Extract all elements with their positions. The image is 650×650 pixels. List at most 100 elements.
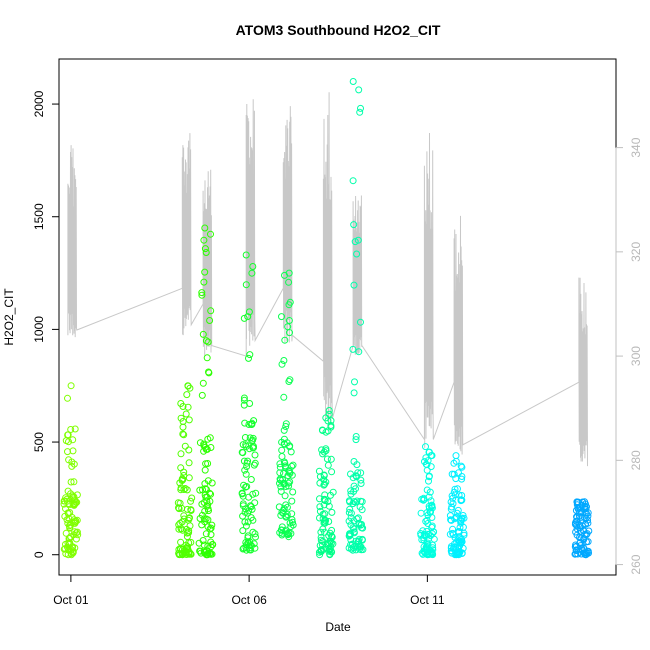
data-point xyxy=(318,446,326,454)
data-point xyxy=(321,518,329,526)
data-point xyxy=(208,479,216,487)
data-point xyxy=(324,461,332,469)
data-point xyxy=(452,475,460,483)
y-tick-label: 1500 xyxy=(32,203,46,230)
x-tick-label: Oct 01 xyxy=(53,593,89,607)
data-point xyxy=(278,360,286,368)
data-point xyxy=(180,431,188,439)
data-point xyxy=(449,494,457,502)
data-point xyxy=(423,542,431,550)
data-point xyxy=(355,86,363,94)
data-point xyxy=(349,524,357,532)
data-point xyxy=(288,516,296,524)
data-point xyxy=(457,496,465,504)
data-point xyxy=(316,503,324,511)
data-point xyxy=(447,516,455,524)
data-point xyxy=(289,488,297,496)
data-point xyxy=(251,499,259,507)
data-point xyxy=(455,469,462,477)
data-point xyxy=(240,481,248,489)
data-point xyxy=(358,520,365,528)
data-point xyxy=(61,497,69,505)
data-point xyxy=(280,470,287,477)
data-point xyxy=(240,396,248,404)
data-point xyxy=(249,263,257,270)
data-point xyxy=(69,492,77,500)
data-point xyxy=(202,530,210,538)
data-point xyxy=(62,494,70,502)
data-point xyxy=(430,528,438,536)
data-point xyxy=(278,523,286,531)
data-point xyxy=(240,314,248,322)
data-point xyxy=(198,289,206,297)
data-point xyxy=(280,357,288,364)
data-point xyxy=(247,503,255,511)
data-point xyxy=(239,527,247,535)
data-point xyxy=(322,478,330,486)
scatter-points xyxy=(60,78,593,559)
data-point xyxy=(347,545,355,553)
data-point xyxy=(201,466,209,474)
data-point xyxy=(576,539,584,547)
data-point xyxy=(69,436,77,444)
data-point xyxy=(68,458,76,466)
data-point xyxy=(319,537,327,545)
data-point xyxy=(65,535,73,542)
data-point xyxy=(426,488,434,496)
data-point xyxy=(357,480,365,487)
data-point xyxy=(326,551,334,559)
data-point xyxy=(203,445,211,453)
data-point xyxy=(320,472,328,480)
data-point xyxy=(571,520,579,528)
data-point xyxy=(424,541,432,549)
y-tick-label: 0 xyxy=(32,551,46,558)
data-point xyxy=(245,421,253,428)
data-point xyxy=(249,516,257,524)
data-point xyxy=(249,490,257,498)
data-point xyxy=(325,546,333,553)
data-point xyxy=(207,490,215,498)
data-point xyxy=(454,550,462,558)
flight-points-group xyxy=(195,224,217,559)
data-point xyxy=(572,528,580,536)
data-point xyxy=(245,493,253,501)
data-point xyxy=(62,529,70,537)
data-point xyxy=(247,546,255,554)
data-point xyxy=(202,249,210,256)
data-point xyxy=(325,410,333,418)
data-point xyxy=(424,457,432,465)
data-point xyxy=(200,440,208,448)
data-point xyxy=(278,313,285,321)
data-point xyxy=(420,494,428,502)
y2-tick-label: 260 xyxy=(629,554,643,574)
data-point xyxy=(284,323,292,331)
data-point xyxy=(239,512,247,520)
data-point xyxy=(244,457,252,465)
data-point xyxy=(450,459,458,467)
data-point xyxy=(175,504,182,512)
data-point xyxy=(452,452,460,460)
data-point xyxy=(66,509,74,516)
data-point xyxy=(67,478,75,486)
data-point xyxy=(286,468,294,476)
data-point xyxy=(174,499,182,507)
data-point xyxy=(286,478,294,486)
data-point xyxy=(71,425,79,433)
data-point xyxy=(319,450,327,458)
data-point xyxy=(250,417,258,425)
x-axis-label: Date xyxy=(325,620,351,634)
y2-axis: 260 280 300 320 340 xyxy=(615,137,643,575)
data-point xyxy=(207,538,215,546)
data-point xyxy=(326,529,334,537)
data-point xyxy=(579,527,587,534)
data-point xyxy=(288,497,296,505)
data-point xyxy=(177,464,185,472)
data-point xyxy=(455,533,463,541)
data-point xyxy=(357,104,364,112)
data-point xyxy=(455,537,463,545)
data-point xyxy=(347,509,355,517)
data-point xyxy=(201,245,209,253)
data-point xyxy=(70,478,78,486)
data-point xyxy=(325,518,333,525)
data-point xyxy=(249,444,257,452)
